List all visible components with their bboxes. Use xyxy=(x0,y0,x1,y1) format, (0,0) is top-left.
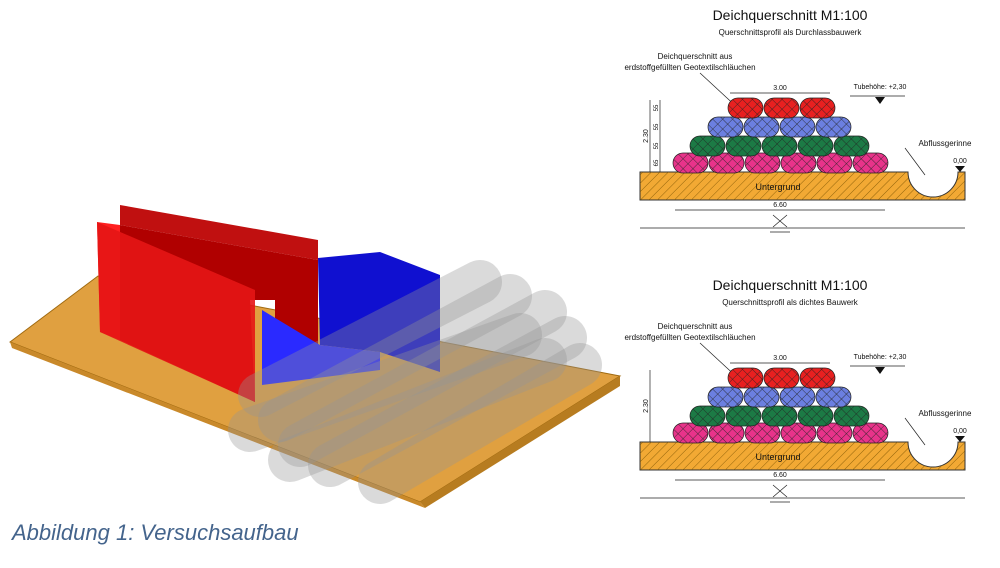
tube-hatch xyxy=(690,136,725,156)
drawing-title: Deichquerschnitt M1:100 xyxy=(713,277,868,293)
ground-hatch xyxy=(640,442,965,470)
tubes-3d xyxy=(228,260,602,504)
section-drawing: Deichquerschnitt M1:100 Querschnittsprofi… xyxy=(624,7,972,233)
tube-hatch xyxy=(798,406,833,426)
level-marker xyxy=(875,97,885,104)
tube-hatch xyxy=(853,423,888,443)
tube-hatch xyxy=(762,406,797,426)
row-height: 65 xyxy=(654,159,660,166)
row-height: 55 xyxy=(654,104,660,111)
drawing-title: Deichquerschnitt M1:100 xyxy=(713,7,868,23)
tube-hatch xyxy=(690,406,725,426)
label: Deichquerschnitt aus xyxy=(658,322,733,331)
tube-hatch xyxy=(708,387,743,407)
tube-hatch xyxy=(798,136,833,156)
tube-hatch xyxy=(762,136,797,156)
tube-hatch xyxy=(673,153,708,173)
tube-hatch xyxy=(726,406,761,426)
tube xyxy=(308,316,587,487)
tube xyxy=(358,343,602,504)
tube xyxy=(278,290,567,467)
plate-edge xyxy=(420,376,620,508)
base-width: 6.60 xyxy=(773,202,787,209)
tube-hatch xyxy=(728,98,763,118)
ground-label: Untergrund xyxy=(755,452,800,462)
tube-hatch xyxy=(780,387,815,407)
plate-edge xyxy=(10,342,425,508)
channel-label: Abflussgerinne xyxy=(919,139,972,148)
blue-wall-front xyxy=(262,310,380,385)
red-wall-top xyxy=(120,205,318,260)
base-width: 6.60 xyxy=(773,472,787,479)
tube-hatch xyxy=(834,136,869,156)
tube-hatch xyxy=(726,136,761,156)
label: Deichquerschnitt aus xyxy=(658,52,733,61)
dimension-line xyxy=(772,214,788,228)
tube-hatch xyxy=(745,153,780,173)
render-3d xyxy=(8,205,622,508)
tube-hatch xyxy=(764,98,799,118)
zero-label: 0,00 xyxy=(953,158,967,165)
tube-hatch xyxy=(816,387,851,407)
tube-hatch xyxy=(708,117,743,137)
drawing-subtitle: Querschnittsprofil als dichtes Bauwerk xyxy=(722,298,859,307)
row-height: 55 xyxy=(654,142,660,149)
dimension-line xyxy=(904,147,926,176)
ground-hatch xyxy=(640,172,965,200)
tube-hatch xyxy=(834,406,869,426)
tube-hatch xyxy=(709,423,744,443)
tube xyxy=(268,338,567,482)
tube-height: Tubehöhe: +2,30 xyxy=(854,354,907,361)
level-marker xyxy=(955,166,965,172)
tube-hatch xyxy=(673,423,708,443)
tube-hatch xyxy=(745,423,780,443)
blue-wall xyxy=(318,252,440,372)
top-width: 3.00 xyxy=(773,355,787,362)
level-marker xyxy=(875,367,885,374)
red-wall-front xyxy=(97,222,255,402)
top-width: 3.00 xyxy=(773,85,787,92)
tube-hatch xyxy=(728,368,763,388)
tube-hatch xyxy=(764,368,799,388)
tube-hatch xyxy=(853,153,888,173)
ground-label: Untergrund xyxy=(755,182,800,192)
label: erdstoffgefüllten Geotextilschläuchen xyxy=(624,333,755,342)
tube-hatch xyxy=(709,153,744,173)
tube xyxy=(228,313,542,452)
label: erdstoffgefüllten Geotextilschläuchen xyxy=(624,63,755,72)
tube-hatch xyxy=(800,368,835,388)
tube-hatch xyxy=(744,117,779,137)
tube-hatch xyxy=(780,117,815,137)
dimension-line xyxy=(772,484,788,498)
zero-label: 0,00 xyxy=(953,428,967,435)
tube-height: Tubehöhe: +2,30 xyxy=(854,84,907,91)
section-drawing: Deichquerschnitt M1:100 Querschnittsprofi… xyxy=(624,277,972,503)
channel-label: Abflussgerinne xyxy=(919,409,972,418)
caption: Abbildung 1: Versuchsaufbau xyxy=(10,520,299,545)
height: 2.30 xyxy=(643,129,650,143)
dimension-line xyxy=(904,417,926,446)
tube-hatch xyxy=(817,423,852,443)
tube xyxy=(258,274,532,442)
row-height: 55 xyxy=(654,123,660,130)
height: 2.30 xyxy=(643,399,650,413)
tube-hatch xyxy=(816,117,851,137)
tube xyxy=(238,260,502,417)
tube-hatch xyxy=(781,423,816,443)
tube-hatch xyxy=(781,153,816,173)
level-marker xyxy=(955,436,965,442)
tube-hatch xyxy=(817,153,852,173)
drawing-subtitle: Querschnittsprofil als Durchlassbauwerk xyxy=(719,28,863,37)
tube-hatch xyxy=(800,98,835,118)
tube-hatch xyxy=(744,387,779,407)
